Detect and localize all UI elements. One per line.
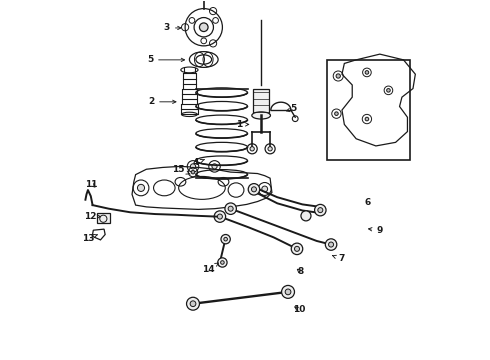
Text: 9: 9 xyxy=(368,226,383,235)
Text: 12: 12 xyxy=(84,212,100,221)
Text: 6: 6 xyxy=(365,198,371,207)
Circle shape xyxy=(187,297,199,310)
Circle shape xyxy=(365,117,368,121)
Circle shape xyxy=(282,285,294,298)
Text: 15: 15 xyxy=(172,165,190,174)
Circle shape xyxy=(335,112,338,116)
Circle shape xyxy=(248,184,260,195)
Ellipse shape xyxy=(252,112,270,119)
Circle shape xyxy=(191,164,196,169)
Circle shape xyxy=(212,164,217,169)
Circle shape xyxy=(294,246,299,251)
Circle shape xyxy=(315,204,326,216)
Bar xyxy=(327,60,410,160)
Text: 5: 5 xyxy=(147,55,185,64)
Circle shape xyxy=(138,184,145,192)
Circle shape xyxy=(387,89,390,92)
Circle shape xyxy=(250,147,254,151)
Bar xyxy=(97,213,110,223)
Text: 1: 1 xyxy=(236,120,249,129)
Circle shape xyxy=(268,147,272,151)
Circle shape xyxy=(224,237,227,241)
Circle shape xyxy=(190,301,196,307)
Bar xyxy=(253,89,269,116)
Circle shape xyxy=(291,243,303,255)
Circle shape xyxy=(191,170,195,174)
Text: 4: 4 xyxy=(192,158,204,167)
Text: 13: 13 xyxy=(82,234,97,243)
Circle shape xyxy=(365,71,368,74)
Circle shape xyxy=(199,23,208,32)
Text: 3: 3 xyxy=(164,23,181,32)
Circle shape xyxy=(251,187,256,192)
Circle shape xyxy=(325,239,337,250)
Text: 11: 11 xyxy=(85,180,98,189)
Circle shape xyxy=(214,211,225,222)
Circle shape xyxy=(218,214,222,219)
Circle shape xyxy=(318,208,323,213)
Circle shape xyxy=(228,206,233,211)
Text: 8: 8 xyxy=(297,267,303,276)
Text: 7: 7 xyxy=(332,255,344,264)
Circle shape xyxy=(262,186,268,192)
Circle shape xyxy=(329,242,334,247)
Circle shape xyxy=(218,258,227,267)
Text: 5: 5 xyxy=(287,104,297,113)
Text: 14: 14 xyxy=(202,263,219,274)
Circle shape xyxy=(221,234,230,244)
Text: 2: 2 xyxy=(148,97,176,106)
Circle shape xyxy=(285,289,291,295)
Circle shape xyxy=(301,211,311,221)
Circle shape xyxy=(225,203,236,215)
Circle shape xyxy=(336,74,341,78)
Circle shape xyxy=(220,261,224,264)
Text: 10: 10 xyxy=(293,305,305,314)
